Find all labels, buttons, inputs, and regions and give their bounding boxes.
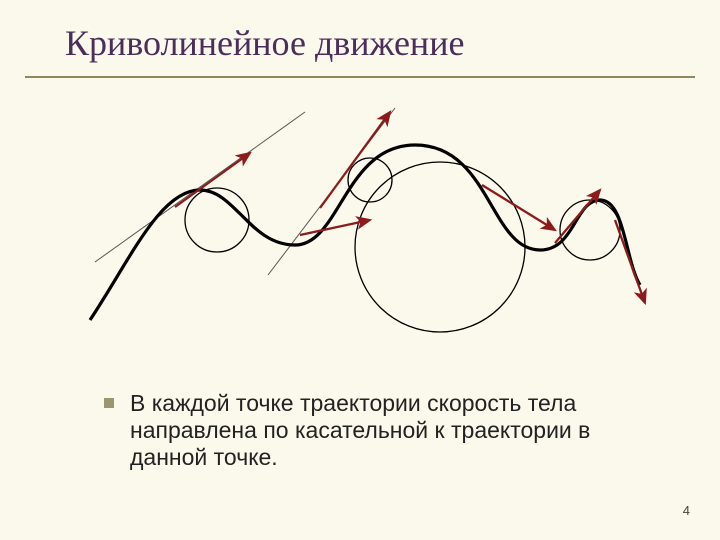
tangent-lines	[95, 108, 395, 275]
title-underline	[25, 76, 695, 78]
slide-title: Криволинейное движение	[65, 22, 464, 64]
slide: Криволинейное движение В каждой точке тр…	[0, 0, 720, 540]
body-text: В каждой точке траектории скорость тела …	[130, 390, 650, 471]
page-number: 4	[683, 503, 690, 518]
trajectory-diagram	[0, 90, 720, 360]
velocity-vectors	[175, 112, 645, 303]
trajectory-curve	[90, 145, 640, 320]
bullet-icon	[104, 398, 114, 408]
